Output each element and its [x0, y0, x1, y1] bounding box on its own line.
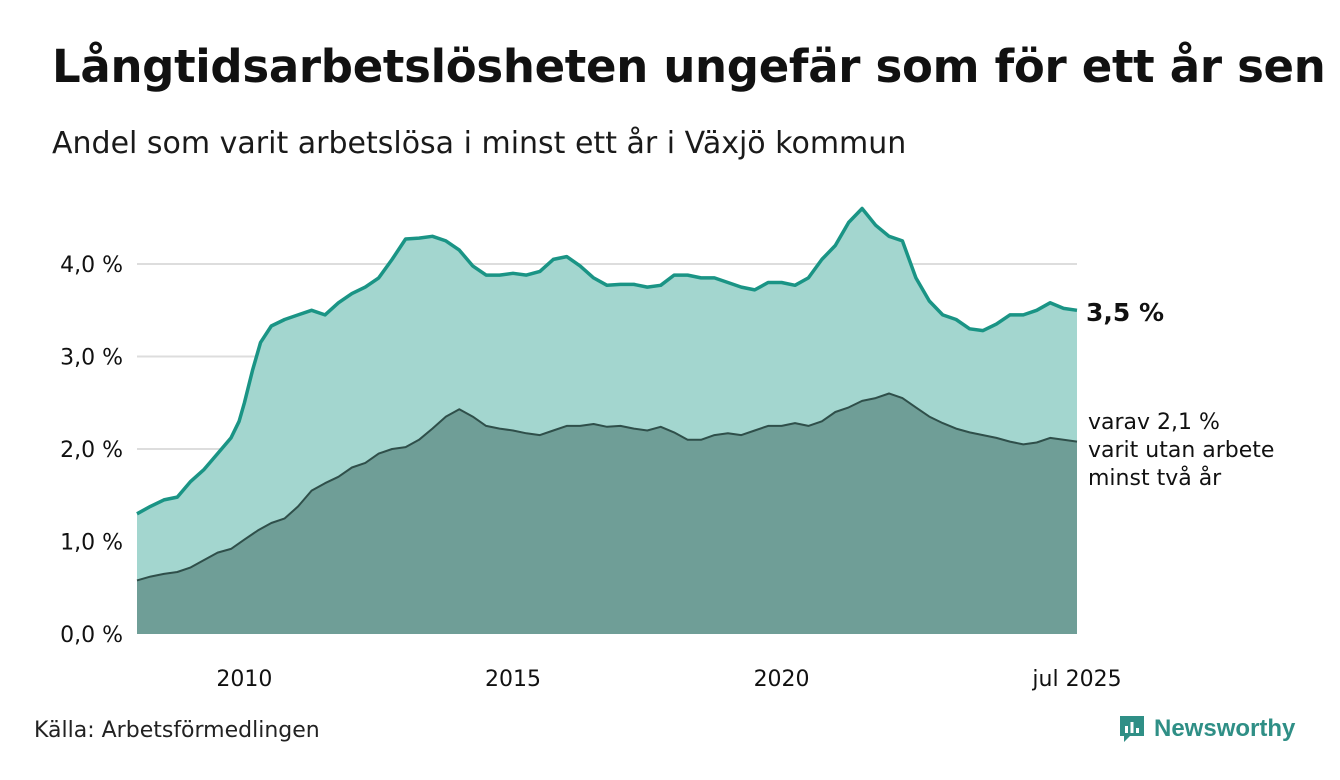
x-tick-label: 2015 — [485, 667, 541, 692]
y-tick-label: 2,0 % — [60, 438, 123, 463]
sub-end-label-line: varav 2,1 % — [1088, 410, 1220, 435]
brand-name: Newsworthy — [1154, 715, 1296, 742]
x-tick-label: jul 2025 — [1031, 667, 1121, 692]
x-tick-label: 2010 — [216, 667, 272, 692]
y-tick-label: 3,0 % — [60, 346, 123, 371]
chart-subtitle: Andel som varit arbetslösa i minst ett å… — [52, 126, 907, 161]
main-series-line — [136, 206, 1078, 516]
source-note: Källa: Arbetsförmedlingen — [34, 718, 320, 743]
y-axis-ticks: 0,0 % 1,0 % 2,0 % 3,0 % 4,0 % — [60, 253, 123, 648]
sub-end-label-line: varit utan arbete — [1088, 438, 1274, 463]
newsworthy-logo-icon — [1120, 716, 1144, 742]
x-tick-label: 2020 — [754, 667, 810, 692]
x-axis-ticks: 2010 2015 2020 jul 2025 — [216, 667, 1121, 692]
sub-end-label-line: minst två år — [1088, 465, 1222, 491]
sub-series-end-label: varav 2,1 % varit utan arbete minst två … — [1088, 410, 1281, 491]
brand-logo[interactable]: Newsworthy — [1118, 714, 1295, 744]
chart-title: Långtidsarbetslösheten ungefär som för e… — [52, 40, 1326, 93]
y-tick-label: 0,0 % — [60, 623, 123, 648]
main-series-end-label: 3,5 % — [1086, 298, 1164, 327]
sub-series-area — [137, 393, 1077, 634]
y-tick-label: 4,0 % — [60, 253, 123, 278]
y-tick-label: 1,0 % — [60, 531, 123, 556]
sub-series-line — [136, 392, 1078, 582]
